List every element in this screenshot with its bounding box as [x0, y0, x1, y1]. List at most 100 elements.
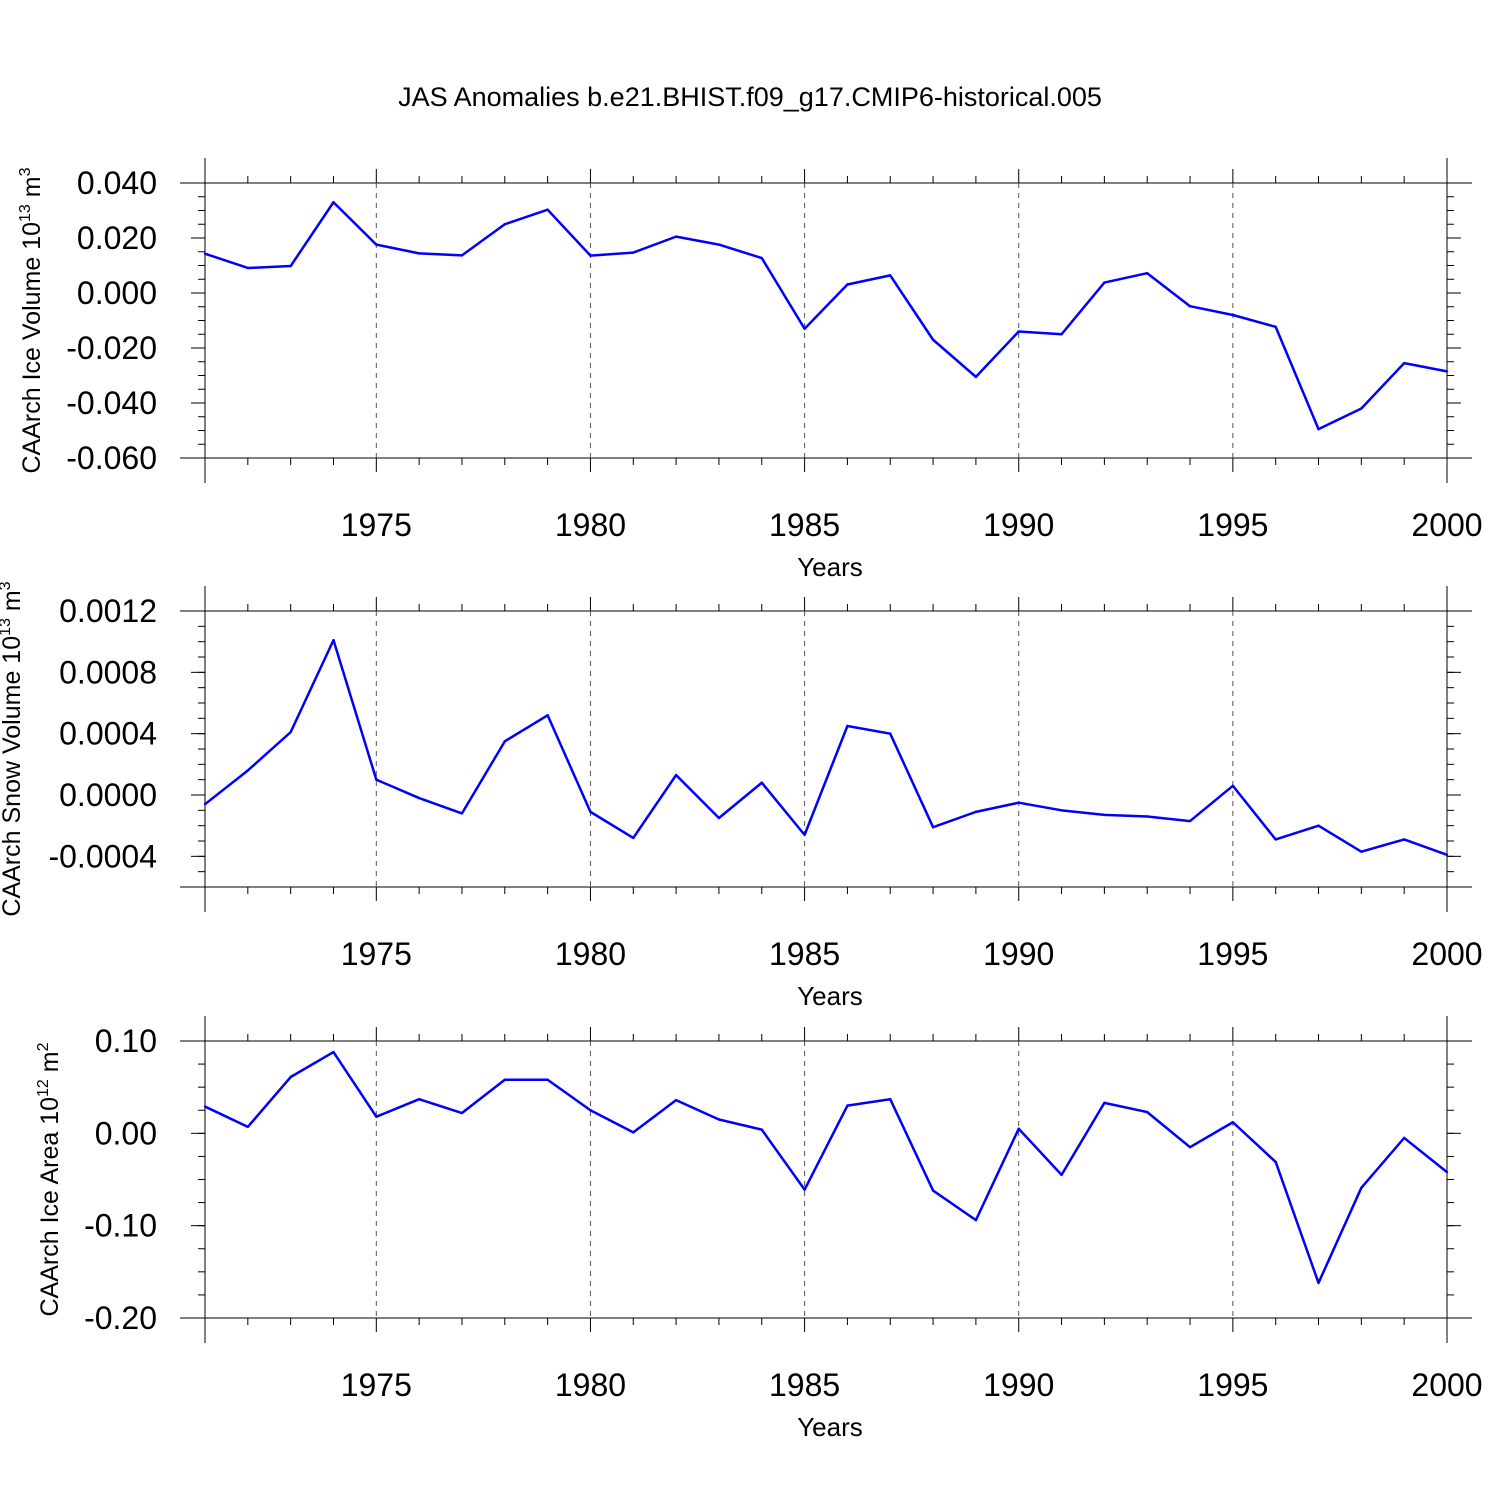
x-tick-label: 1985 — [769, 507, 840, 543]
x-tick-label: 1985 — [769, 936, 840, 972]
data-point — [289, 1075, 292, 1079]
data-point — [760, 1128, 763, 1131]
data-point — [289, 264, 292, 268]
data-point — [1360, 1186, 1363, 1190]
data-point — [589, 810, 592, 814]
data-point — [203, 252, 207, 255]
data-point — [332, 201, 335, 204]
data-point — [1445, 370, 1449, 373]
panel-ice-volume: 1975 1980 1985 1990 1995 2000 Years -0.060 -0.04… — [17, 158, 1483, 582]
data-point — [1445, 1170, 1449, 1174]
data-point — [1103, 1101, 1106, 1105]
data-point — [460, 1111, 464, 1115]
data-point — [803, 327, 806, 330]
data-point — [803, 833, 806, 837]
data-point — [375, 243, 378, 246]
y-tick-label: -0.10 — [84, 1208, 157, 1244]
data-point — [760, 256, 763, 260]
y-tick-label: 0.040 — [77, 165, 157, 201]
data-point — [760, 781, 763, 784]
data-point — [332, 638, 335, 642]
series-line — [204, 1050, 1448, 1285]
y-tick-label: -0.060 — [66, 440, 157, 476]
data-point — [717, 816, 721, 820]
x-tick-label: 1975 — [341, 507, 412, 543]
y-axis-label: CAArch Ice Area 1012 m2 — [35, 1042, 64, 1316]
data-point — [203, 803, 207, 806]
x-tick-label: 1990 — [983, 1367, 1054, 1403]
data-point — [1317, 824, 1320, 827]
data-point — [931, 338, 935, 341]
data-point — [889, 1097, 892, 1101]
data-point — [1060, 809, 1063, 812]
data-point — [1017, 801, 1020, 804]
y-tick-label: 0.0000 — [59, 777, 157, 813]
data-point — [846, 283, 849, 286]
data-point — [931, 826, 935, 829]
x-tick-label: 1995 — [1197, 1367, 1268, 1403]
data-point — [674, 235, 678, 238]
x-tick-label: 1975 — [341, 1367, 412, 1403]
data-point — [1274, 838, 1277, 841]
data-point — [1146, 272, 1149, 275]
x-tick-label: 2000 — [1411, 507, 1482, 543]
data-point — [931, 1189, 935, 1192]
data-point — [1274, 325, 1277, 329]
y-tick-label: 0.0012 — [59, 593, 157, 629]
series-line — [204, 201, 1448, 431]
x-axis-label: Years — [797, 981, 863, 1011]
data-point — [1188, 1145, 1192, 1149]
data-point — [1360, 850, 1363, 853]
y-tick-label: 0.000 — [77, 275, 157, 311]
data-point — [889, 732, 892, 735]
data-point — [546, 714, 549, 717]
data-point — [974, 375, 978, 379]
x-tick-label: 1995 — [1197, 936, 1268, 972]
data-point — [1060, 1173, 1063, 1177]
x-tick-label: 1975 — [341, 936, 412, 972]
x-tick-label: 1980 — [555, 1367, 626, 1403]
x-tick-label: 1980 — [555, 936, 626, 972]
panel-ice-area: 1975 1980 1985 1990 1995 2000 Years -0.20 -0.10 0… — [35, 1016, 1483, 1442]
data-point — [1231, 1121, 1235, 1124]
data-point — [417, 796, 421, 800]
y-tick-label: 0.020 — [77, 220, 157, 256]
x-tick-label: 1985 — [769, 1367, 840, 1403]
data-point — [1274, 1160, 1277, 1164]
data-point — [1402, 361, 1406, 365]
data-point — [375, 778, 378, 781]
y-tick-label: -0.040 — [66, 385, 157, 421]
data-point — [1060, 333, 1063, 336]
data-point — [1146, 1110, 1149, 1114]
data-point — [503, 223, 506, 226]
data-point — [417, 1097, 421, 1101]
data-point — [674, 773, 678, 777]
data-point — [1146, 815, 1149, 818]
data-point — [974, 1218, 978, 1222]
data-point — [846, 724, 849, 728]
x-tick-label: 2000 — [1411, 1367, 1482, 1403]
x-axis-label: Years — [797, 1412, 863, 1442]
data-point — [246, 769, 250, 772]
data-point — [803, 1188, 806, 1191]
y-tick-label: 0.0004 — [59, 716, 157, 752]
x-axis-label: Years — [797, 552, 863, 582]
data-point — [974, 810, 978, 814]
data-point — [717, 243, 721, 246]
data-point — [546, 208, 549, 211]
data-point — [632, 251, 635, 254]
data-point — [1231, 784, 1235, 787]
data-point — [589, 254, 592, 257]
x-tick-label: 2000 — [1411, 936, 1482, 972]
data-point — [632, 836, 635, 840]
data-point — [289, 730, 292, 734]
x-tick-label: 1995 — [1197, 507, 1268, 543]
data-point — [246, 266, 250, 270]
y-tick-label: 0.00 — [95, 1115, 157, 1151]
y-axis-label: CAArch Snow Volume 1013 m3 — [0, 581, 26, 916]
data-point — [589, 1109, 592, 1112]
data-point — [632, 1131, 635, 1134]
data-point — [1317, 1281, 1320, 1285]
data-point — [1017, 1127, 1020, 1130]
